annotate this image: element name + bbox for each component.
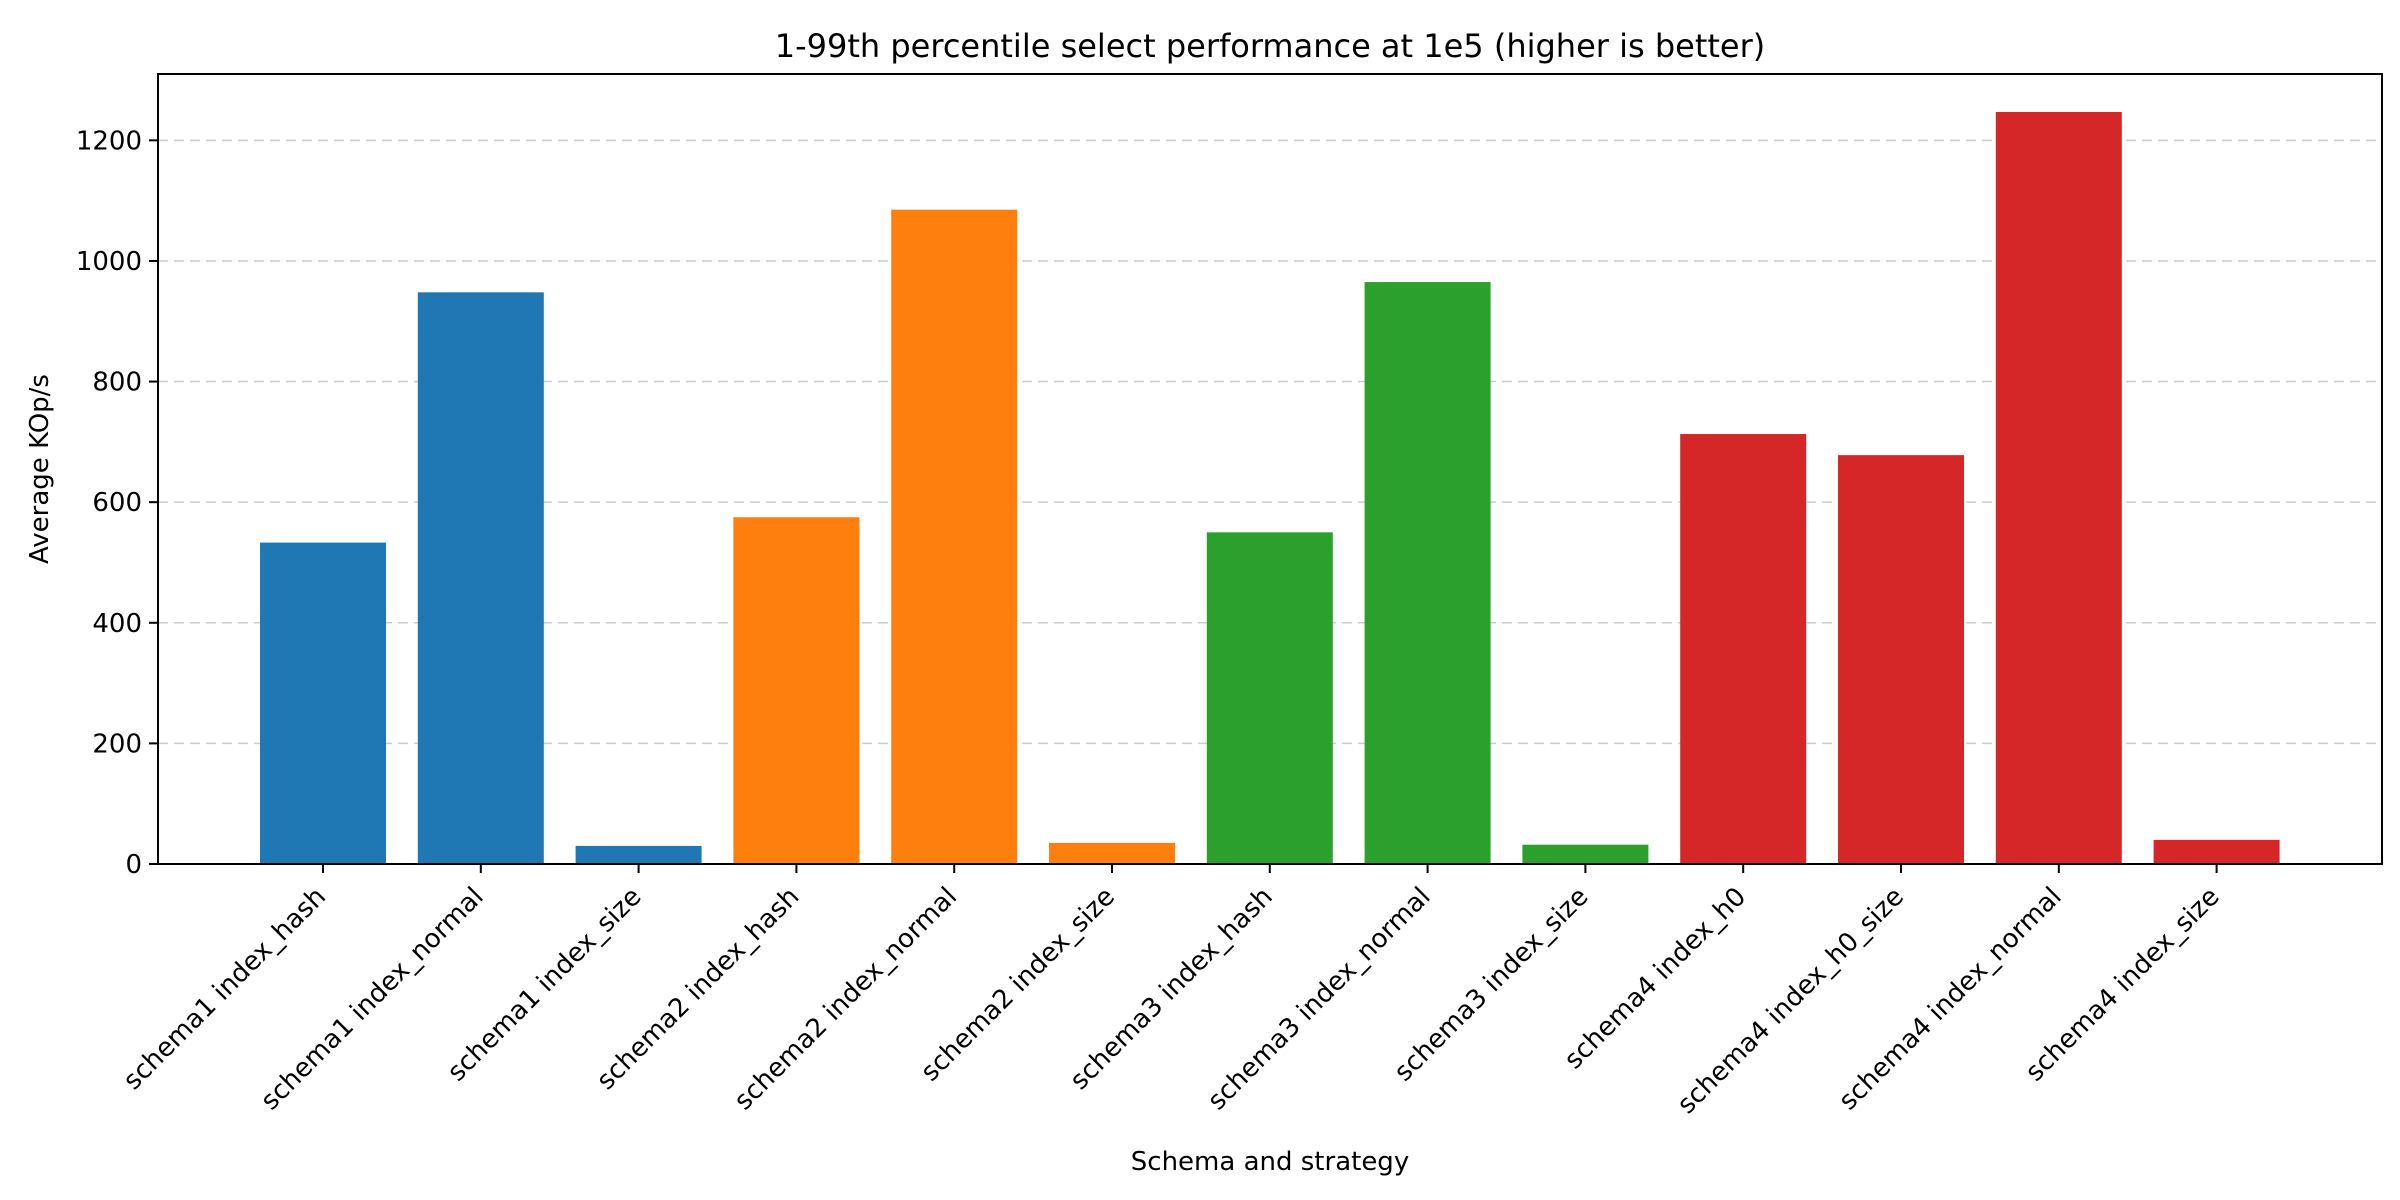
y-tick-label: 600 <box>92 488 142 518</box>
x-axis-title: Schema and strategy <box>1131 1147 1409 1177</box>
bar <box>260 542 386 864</box>
y-tick-label: 800 <box>92 368 142 398</box>
y-tick-label: 1000 <box>76 247 142 277</box>
bar <box>1680 434 1807 864</box>
y-tick-label: 200 <box>92 729 142 759</box>
bar <box>1838 455 1964 864</box>
bar <box>1995 111 2122 864</box>
y-tick-label: 1200 <box>76 126 142 156</box>
y-tick-label: 400 <box>92 609 142 639</box>
bar <box>575 845 702 864</box>
bar <box>1049 842 1175 864</box>
bar <box>1206 532 1333 864</box>
bar <box>733 517 860 864</box>
bar <box>1364 282 1491 864</box>
bars <box>260 111 2280 865</box>
bar <box>2153 839 2280 864</box>
y-axis: 0 200 400 600 800 1000 1200 <box>76 126 158 880</box>
y-axis-title: Average KOp/s <box>25 374 55 564</box>
bar <box>1522 844 1649 864</box>
chart-title: 1-99th percentile select performance at … <box>775 27 1766 65</box>
y-tick-label: 0 <box>125 850 142 880</box>
bar <box>417 292 544 865</box>
bar <box>891 209 1018 865</box>
